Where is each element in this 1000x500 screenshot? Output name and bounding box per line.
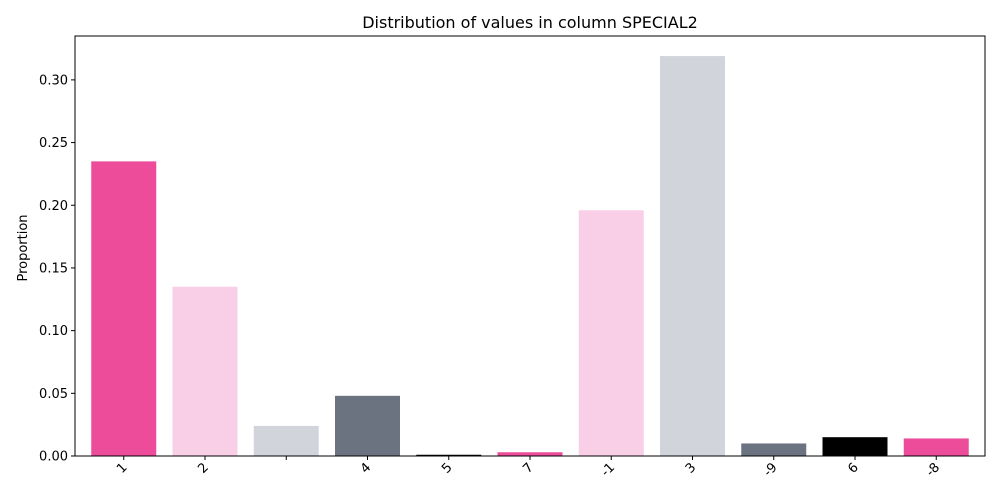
y-tick-label: 0.05: [39, 387, 68, 402]
x-ticks-group: 1 2 4 5 7 -1 3 -9 6 -8: [114, 456, 943, 480]
bar-3: [660, 56, 725, 457]
y-tick-label: 0.15: [39, 261, 68, 276]
x-tick-label: 2: [195, 460, 211, 476]
y-tick-label: 0.00: [39, 450, 68, 465]
x-tick-label: 3: [683, 460, 699, 476]
bar--9: [741, 443, 807, 456]
x-tick-label: 1: [114, 460, 130, 476]
x-tick-label: 5: [439, 460, 455, 476]
bar--8: [903, 438, 969, 456]
y-tick-label: 0.20: [39, 199, 68, 214]
x-tick-label: 7: [520, 460, 536, 476]
bar-4: [335, 395, 400, 456]
x-tick-label: -9: [761, 460, 781, 480]
y-ticks-group: 0.00 0.05 0.10 0.15 0.20 0.25 0.30: [39, 73, 75, 465]
bar-1: [91, 161, 157, 456]
x-tick-label: 4: [358, 460, 374, 476]
y-tick-label: 0.10: [39, 324, 68, 339]
bar-6: [822, 437, 888, 456]
chart-title: Distribution of values in column SPECIAL…: [362, 13, 698, 32]
plot-frame: [74, 35, 986, 457]
bar-blank: [253, 425, 319, 456]
y-tick-label: 0.30: [39, 73, 68, 88]
bar-5: [416, 454, 482, 456]
y-axis-label: Proportion: [16, 214, 31, 281]
bar-2: [172, 286, 238, 456]
x-tick-label: 6: [845, 460, 861, 476]
x-tick-label: -1: [598, 460, 618, 480]
bar-7: [497, 452, 563, 456]
bar--1: [578, 210, 644, 456]
y-tick-label: 0.25: [39, 136, 68, 151]
x-tick-label: -8: [923, 460, 943, 480]
bars-group: [91, 56, 969, 457]
